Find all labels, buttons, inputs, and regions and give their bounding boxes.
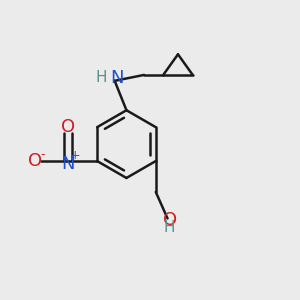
Text: H: H [96,70,107,86]
Text: O: O [164,211,178,229]
Text: O: O [28,152,42,170]
Text: N: N [110,69,124,87]
Text: -: - [40,148,45,161]
Text: N: N [61,155,74,173]
Text: H: H [163,220,175,235]
Text: O: O [61,118,75,136]
Text: +: + [70,149,80,162]
